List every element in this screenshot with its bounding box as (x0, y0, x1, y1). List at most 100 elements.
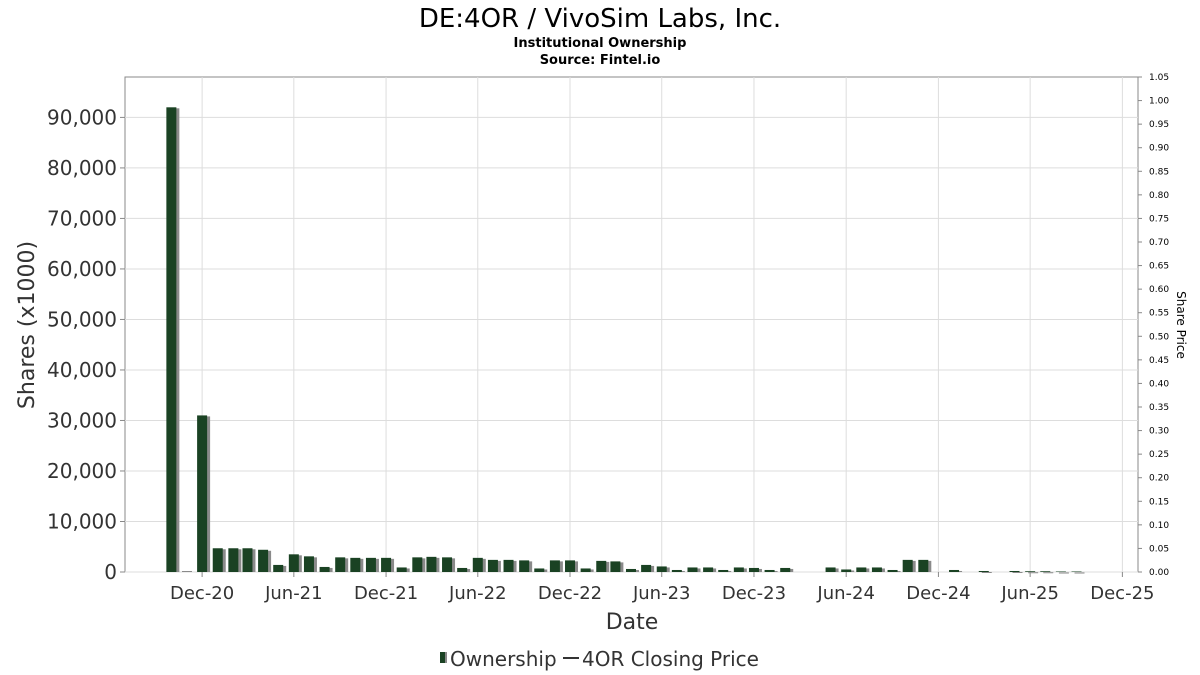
y2-tick-label: 0.60 (1149, 285, 1169, 295)
ownership-bar (656, 566, 667, 572)
ownership-bar (1040, 571, 1051, 572)
y2-tick-label: 0.10 (1149, 521, 1169, 531)
x-tick-label: Dec-20 (170, 583, 234, 604)
ownership-bar (365, 557, 376, 572)
y-axis-label: Shares (x1000) (15, 241, 40, 409)
ownership-bar (396, 567, 407, 572)
y2-tick-label: 0.20 (1149, 474, 1169, 484)
ownership-bar (381, 557, 392, 572)
ownership-bar (228, 548, 239, 572)
ownership-bar (519, 560, 530, 572)
ownership-bar (949, 569, 960, 572)
y2-tick-label: 0.05 (1149, 544, 1169, 554)
y-tick-label: 70,000 (47, 206, 117, 230)
y-tick-label: 20,000 (47, 459, 117, 483)
y2-tick-label: 0.35 (1149, 403, 1169, 413)
x-tick-label: Dec-24 (906, 583, 970, 604)
ownership-bar (610, 561, 621, 572)
ownership-bar (181, 571, 192, 572)
ownership-bar (764, 569, 775, 572)
ownership-bar-shadow (1012, 571, 1023, 573)
ownership-bar (841, 569, 852, 572)
ownership-bar (1071, 571, 1082, 572)
y-tick-label: 60,000 (47, 257, 117, 281)
ownership-bar (457, 567, 468, 572)
legend-ownership-label: Ownership (450, 647, 557, 671)
ownership-bar (780, 567, 791, 572)
ownership-bar (273, 564, 284, 572)
ownership-bar (288, 554, 299, 572)
y2-tick-label: 0.25 (1149, 450, 1169, 460)
ownership-bar (718, 569, 729, 572)
y2-axis-label: Share Price (1174, 291, 1188, 359)
x-tick-label: Dec-23 (722, 583, 786, 604)
ownership-bar (625, 568, 636, 572)
ownership-bar (1055, 571, 1066, 572)
y2-tick-label: 0.50 (1149, 332, 1169, 342)
ownership-bar-shadow (1074, 572, 1085, 574)
ownership-bar (580, 568, 591, 572)
x-tick-label: Jun-22 (448, 583, 507, 604)
y2-tick-label: 0.00 (1149, 568, 1169, 578)
y2-tick-label: 0.90 (1149, 144, 1169, 154)
ownership-bar (856, 567, 867, 572)
y2-tick-label: 0.95 (1149, 120, 1169, 130)
x-tick-label: Dec-21 (354, 583, 418, 604)
y2-tick-label: 1.00 (1149, 97, 1169, 107)
y-tick-label: 90,000 (47, 105, 117, 129)
x-tick-label: Dec-22 (538, 583, 602, 604)
y-tick-label: 40,000 (47, 358, 117, 382)
x-gridlines (201, 77, 1123, 572)
ownership-bar-shadow (1028, 572, 1039, 574)
ownership-bar (197, 415, 208, 572)
ownership-bar (503, 559, 514, 572)
ownership-bar (303, 556, 314, 572)
y-axis-ticks: 0 10,000 20,000 30,000 40,000 50,000 60,000 70,… (47, 105, 125, 584)
chart-subtitle: Institutional Ownership (514, 36, 687, 51)
x-tick-label: Dec-25 (1090, 583, 1154, 604)
y2-tick-label: 0.55 (1149, 309, 1169, 319)
ownership-bar (641, 564, 652, 572)
y-tick-label: 80,000 (47, 156, 117, 180)
y2-tick-label: 0.75 (1149, 214, 1169, 224)
ownership-bar (596, 560, 607, 572)
x-tick-label: Jun-21 (264, 583, 323, 604)
ownership-bar (487, 559, 498, 572)
ownership-bar (426, 556, 437, 572)
ownership-bar (472, 557, 483, 572)
ownership-bar (687, 567, 698, 572)
ownership-bar (871, 567, 882, 572)
ownership-bar-shadow (1058, 572, 1069, 574)
ownership-bar (671, 569, 682, 572)
x-axis-label: Date (606, 610, 659, 635)
ownership-bar (887, 569, 898, 572)
y2-tick-label: 1.05 (1149, 73, 1169, 83)
ownership-bar (549, 560, 560, 572)
y2-tick-label: 0.30 (1149, 427, 1169, 437)
ownership-bar (825, 567, 836, 572)
ownership-bar (166, 107, 177, 572)
chart-title: DE:4OR / VivoSim Labs, Inc. (419, 4, 781, 34)
ownership-bar (733, 567, 744, 572)
ownership-bar (902, 559, 913, 572)
y2-tick-label: 0.85 (1149, 167, 1169, 177)
ownership-bar (534, 568, 545, 572)
x-axis-ticks: Dec-20 Jun-21 Dec-21 Jun-22 Dec-22 Jun-23 Dec-… (170, 572, 1154, 604)
y2-tick-label: 0.80 (1149, 191, 1169, 201)
legend: Ownership 4OR Closing Price (440, 647, 759, 671)
y2-tick-label: 0.65 (1149, 262, 1169, 272)
y-tick-label: 50,000 (47, 307, 117, 331)
ownership-bar (748, 567, 759, 572)
ownership-bar (565, 560, 576, 572)
x-tick-label: Jun-24 (816, 583, 875, 604)
chart-source: Source: Fintel.io (540, 53, 661, 68)
ownership-bar (212, 548, 223, 572)
ownership-bar (335, 557, 346, 572)
y-tick-label: 10,000 (47, 509, 117, 533)
ownership-bar (1009, 570, 1020, 572)
y2-tick-label: 0.15 (1149, 497, 1169, 507)
y2-tick-label: 0.45 (1149, 356, 1169, 366)
x-tick-label: Jun-25 (1000, 583, 1059, 604)
ownership-bar (350, 557, 361, 572)
